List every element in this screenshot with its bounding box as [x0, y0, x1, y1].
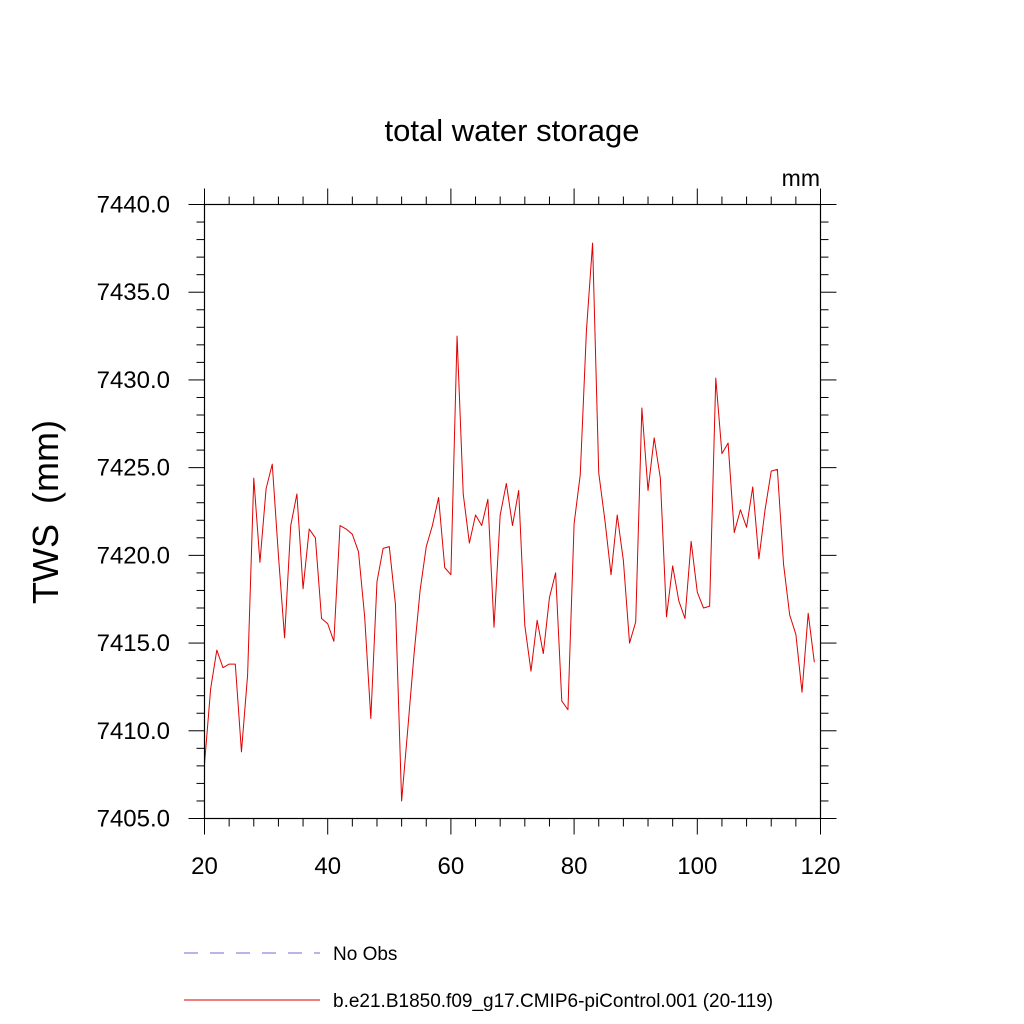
x-tick-label: 60 [438, 853, 465, 880]
x-tick-label: 40 [314, 853, 341, 880]
x-tick-label: 20 [191, 853, 218, 880]
data-series [204, 242, 815, 802]
y-tick-labels: 7405.0 7410.0 7415.0 7420.0 7425.0 7430.0 7435… [97, 192, 170, 833]
y-tick-label: 7430.0 [97, 367, 170, 394]
y-tick-label: 7440.0 [97, 192, 170, 219]
plot-frame [203, 203, 822, 820]
y-axis-label: TWS (mm) [25, 420, 66, 604]
y-tick-label: 7420.0 [97, 542, 170, 569]
y-tick-label: 7435.0 [97, 279, 170, 306]
y-tick-label: 7425.0 [97, 455, 170, 482]
y-tick-label: 7405.0 [97, 806, 170, 833]
legend-label: No Obs [333, 944, 397, 965]
series-line [204, 242, 815, 802]
legend: No Obs b.e21.B1850.f09_g17.CMIP6-piContro… [184, 944, 773, 1012]
chart-title: total water storage [384, 113, 639, 148]
x-tick-label: 100 [677, 853, 717, 880]
axis-ticks [188, 188, 837, 835]
x-tick-label: 120 [800, 853, 840, 880]
legend-label: b.e21.B1850.f09_g17.CMIP6-piControl.001 … [333, 991, 773, 1012]
x-tick-labels: 20 40 60 80 100 120 [191, 853, 840, 880]
y-tick-label: 7415.0 [97, 630, 170, 657]
x-tick-label: 80 [561, 853, 588, 880]
units-label: mm [782, 165, 820, 191]
y-tick-label: 7410.0 [97, 718, 170, 745]
